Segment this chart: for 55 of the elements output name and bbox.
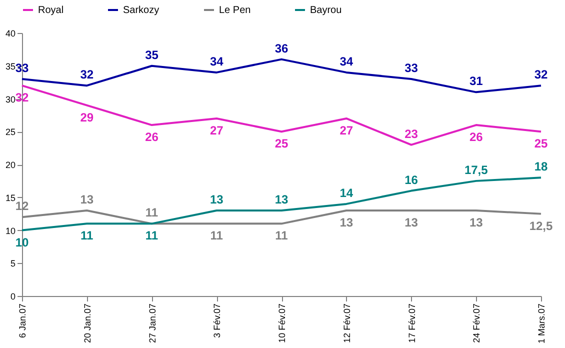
- data-label: 13: [210, 192, 224, 207]
- x-tick-label: 10 Fév.07: [277, 304, 287, 343]
- data-label: 11: [145, 206, 158, 220]
- y-tick-label: 10: [5, 226, 16, 236]
- data-label: 36: [274, 41, 288, 56]
- data-label: 34: [210, 54, 224, 68]
- x-tick-label: 24 Fév.07: [472, 304, 482, 343]
- data-label: 33: [15, 61, 29, 76]
- data-label: 34: [340, 54, 354, 68]
- data-label: 16: [404, 172, 418, 187]
- data-label: 12,5: [529, 218, 553, 233]
- y-tick-label: 15: [5, 192, 16, 203]
- data-label: 35: [145, 48, 159, 62]
- x-tick-label: 20 Jan.07: [82, 304, 92, 344]
- x-tick-label: 3 Fév.07: [212, 304, 222, 338]
- legend-label: Le Pen: [219, 5, 251, 16]
- data-label: 32: [534, 68, 548, 82]
- data-label: 13: [274, 192, 288, 207]
- data-label: 13: [404, 216, 418, 230]
- data-label: 13: [340, 216, 354, 230]
- legend-label: Royal: [38, 5, 64, 16]
- data-label: 32: [80, 68, 94, 82]
- data-label: 11: [145, 228, 158, 243]
- data-label: 33: [404, 61, 418, 76]
- data-label: 13: [469, 216, 484, 230]
- data-label: 13: [80, 192, 94, 207]
- y-tick-label: 40: [5, 28, 16, 38]
- x-tick-label: 17 Fév.07: [406, 304, 417, 343]
- data-label: 18: [534, 160, 548, 174]
- data-label: 11: [80, 228, 94, 243]
- data-label: 11: [275, 228, 288, 243]
- legend-label: Bayrou: [310, 5, 342, 16]
- data-label: 26: [469, 130, 484, 144]
- data-label: 27: [340, 123, 354, 138]
- data-label: 17,5: [464, 162, 488, 177]
- x-tick-label: 27 Jan.07: [147, 304, 158, 344]
- x-tick-label: 6 Jan.07: [18, 304, 28, 338]
- x-tick-label: 1 Mars.07: [536, 304, 546, 344]
- data-label: 25: [274, 136, 288, 151]
- data-label: 23: [404, 126, 418, 141]
- y-tick-label: 30: [5, 94, 16, 104]
- legend-label: Sarkozy: [123, 5, 160, 16]
- data-label: 27: [210, 123, 224, 138]
- data-label: 25: [534, 136, 548, 151]
- y-tick-label: 5: [10, 258, 16, 269]
- data-label: 11: [210, 228, 224, 243]
- y-tick-label: 25: [5, 127, 16, 138]
- y-tick-label: 35: [5, 61, 16, 72]
- y-tick-label: 0: [10, 292, 16, 302]
- y-tick-label: 20: [5, 160, 16, 170]
- data-label: 31: [469, 74, 484, 88]
- x-tick-label: 12 Fév.07: [342, 304, 352, 343]
- data-label: 29: [80, 110, 94, 124]
- data-label: 26: [145, 130, 159, 144]
- data-label: 14: [340, 186, 354, 200]
